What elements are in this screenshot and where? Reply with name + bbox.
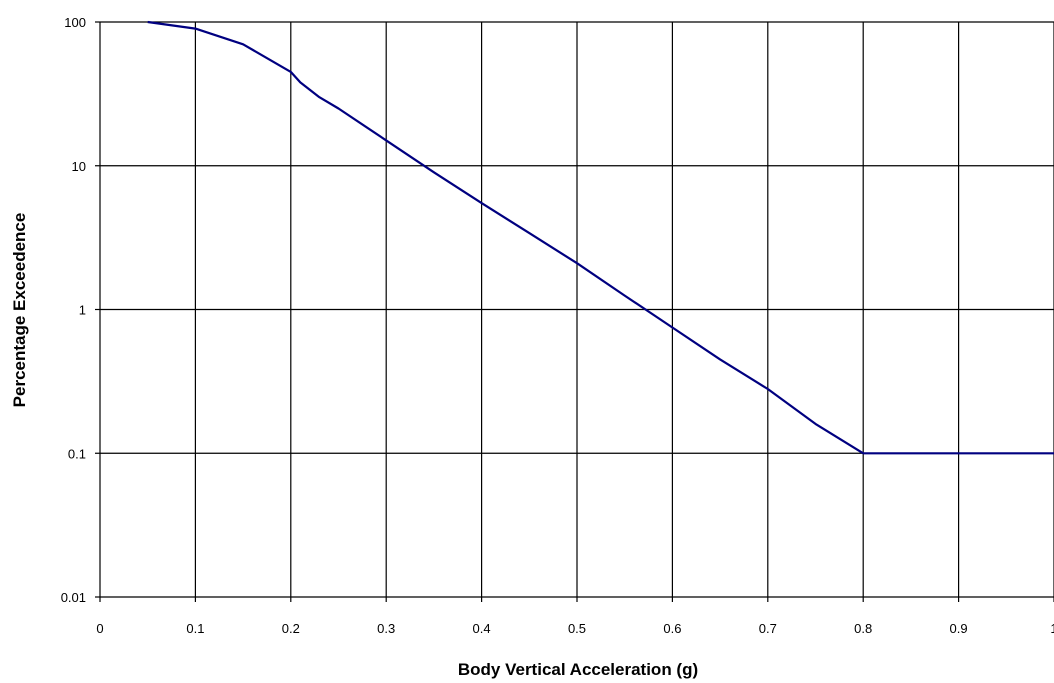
x-tick-label: 0: [96, 621, 103, 636]
x-tick-label: 0.6: [663, 621, 681, 636]
x-tick-label: 0.2: [282, 621, 300, 636]
y-tick-label: 10: [72, 159, 86, 174]
x-axis-title: Body Vertical Acceleration (g): [458, 660, 698, 679]
x-tick-label: 0.7: [759, 621, 777, 636]
x-tick-label: 0.5: [568, 621, 586, 636]
y-tick-label: 100: [64, 15, 86, 30]
x-tick-label: 0.3: [377, 621, 395, 636]
y-tick-label: 1: [79, 303, 86, 318]
series-line-0: [147, 20, 1054, 455]
series-layer: [147, 20, 1054, 455]
y-tick-label: 0.01: [61, 590, 86, 605]
x-tick-label: 0.9: [950, 621, 968, 636]
x-tick-label: 0.1: [186, 621, 204, 636]
x-tick-label: 1: [1050, 621, 1054, 636]
y-axis-title: Percentage Exceedence: [10, 213, 29, 408]
x-tick-label: 0.4: [473, 621, 491, 636]
x-tick-labels: 0 0.1 0.2 0.3 0.4 0.5 0.6 0.7 0.8 0.9 1: [96, 621, 1054, 636]
y-tick-label: 0.1: [68, 446, 86, 461]
axes: [95, 21, 1054, 602]
x-tick-label: 0.8: [854, 621, 872, 636]
y-tick-labels: 0.01 0.1 1 10 100: [61, 15, 86, 605]
